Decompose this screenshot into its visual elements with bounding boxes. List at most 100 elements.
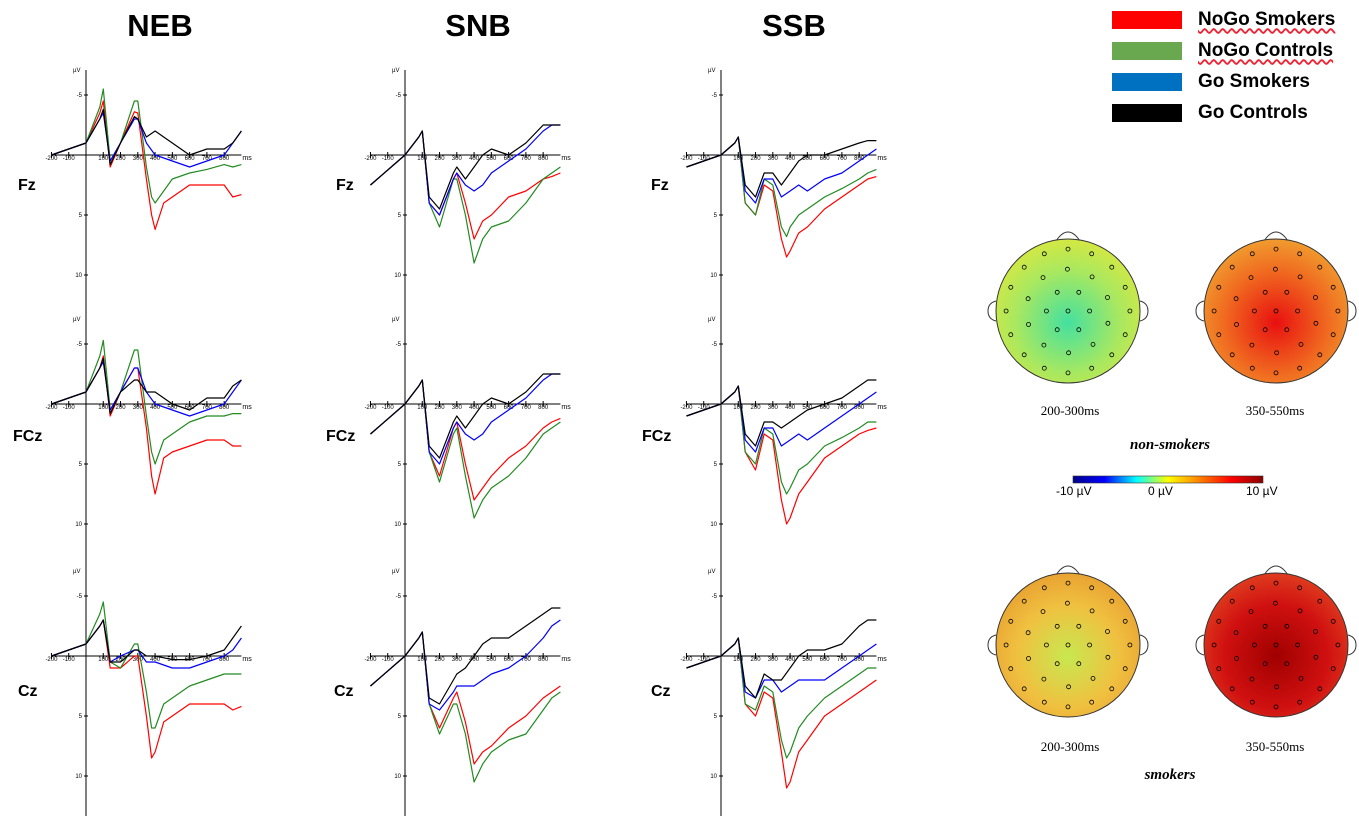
series-line-nogo-controls: [370, 130, 561, 264]
x-tick-label: 300: [133, 156, 144, 162]
x-tick-label: 100: [417, 156, 428, 162]
series-line-go-smokers: [370, 619, 561, 711]
electrode-marker: [1211, 642, 1217, 648]
y-unit-label: µV: [73, 68, 80, 74]
electrode-marker: [1065, 600, 1070, 606]
electrode-marker: [1105, 295, 1110, 300]
electrode-marker: [1298, 341, 1304, 347]
series-line-nogo-controls: [51, 601, 242, 729]
electrode-label-cz-snb: Cz: [334, 683, 354, 700]
x-tick-label: 400: [150, 156, 161, 162]
electrode-marker: [1284, 289, 1290, 295]
electrode-marker: [1025, 630, 1031, 636]
x-tick-label: -200: [680, 405, 693, 411]
x-tick-label: 300: [768, 405, 779, 411]
electrode-marker: [1262, 289, 1268, 295]
electrode-label-cz-ssb: Cz: [651, 683, 671, 700]
series-line-nogo-controls: [51, 339, 242, 465]
electrode-marker: [1044, 642, 1049, 648]
x-tick-label: -200: [364, 405, 377, 411]
x-unit-label: ms: [877, 155, 887, 162]
electrode-marker: [1025, 296, 1031, 302]
electrode-marker: [1090, 341, 1096, 347]
legend-label: Go Smokers: [1198, 70, 1310, 92]
x-tick-label: 100: [417, 657, 428, 663]
x-tick-label: 300: [768, 156, 779, 162]
electrode-marker: [1233, 296, 1239, 302]
electrode-marker: [1262, 661, 1268, 667]
column-title-ssb: SSB: [762, 8, 826, 43]
series-line-go-controls: [686, 379, 877, 447]
y-tick-label: 10: [710, 522, 717, 528]
topomap-smokers-350-550ms: [1195, 565, 1357, 718]
x-tick-label: 100: [733, 405, 744, 411]
head-left-ear: [987, 634, 997, 656]
electrode-marker: [1313, 295, 1318, 300]
electrode-marker: [1105, 654, 1111, 660]
x-unit-label: ms: [242, 155, 252, 162]
x-tick-label: 400: [785, 405, 796, 411]
head-nose: [1055, 565, 1081, 576]
erp-panel-snb-fz: -200 -100 100 200 300 400 500 600 700 800 ms -5 5 10 µ…: [364, 68, 571, 325]
electrode-marker: [1273, 600, 1278, 606]
electrode-marker: [1297, 365, 1303, 371]
electrode-marker: [1076, 289, 1082, 295]
electrode-marker: [1335, 308, 1341, 314]
electrode-marker: [1026, 322, 1031, 327]
electrode-marker: [1262, 327, 1268, 333]
electrode-marker: [1041, 251, 1047, 257]
y-tick-label: 5: [79, 462, 83, 468]
electrode-marker: [1273, 246, 1279, 252]
electrode-marker: [1317, 264, 1323, 270]
x-tick-label: 500: [802, 657, 813, 663]
y-tick-label: -5: [77, 594, 83, 600]
series-line-go-controls: [370, 607, 561, 705]
electrode-marker: [1087, 642, 1092, 648]
electrode-marker: [1003, 308, 1009, 314]
electrode-marker: [1335, 642, 1341, 648]
x-tick-label: 600: [504, 657, 515, 663]
electrode-marker: [1041, 342, 1047, 348]
x-tick-label: 600: [185, 156, 196, 162]
series-line-nogo-controls: [686, 136, 877, 238]
x-tick-label: 200: [116, 156, 127, 162]
y-tick-label: 5: [714, 213, 718, 219]
electrode-marker: [1297, 699, 1303, 705]
topomap-time-label: 200-300ms: [1040, 739, 1100, 754]
electrode-marker: [1248, 609, 1254, 614]
topomap-time-label: 200-300ms: [1040, 403, 1100, 418]
y-unit-label: µV: [708, 317, 715, 323]
x-tick-label: 500: [167, 405, 178, 411]
x-unit-label: ms: [561, 656, 571, 663]
electrode-marker: [1008, 666, 1014, 672]
x-tick-label: 700: [202, 405, 213, 411]
x-tick-label: 700: [837, 657, 848, 663]
y-tick-label: 10: [75, 774, 82, 780]
colorbar-max-label: 10 µV: [1246, 484, 1278, 498]
x-tick-label: -100: [698, 156, 711, 162]
electrode-marker: [1249, 342, 1255, 348]
series-line-nogo-controls: [370, 379, 561, 519]
electrode-marker: [1040, 275, 1046, 281]
legend-item: Go Controls: [1112, 97, 1335, 128]
y-tick-label: -5: [396, 93, 402, 99]
legend-label: Go Controls: [1198, 101, 1308, 123]
electrode-marker: [1216, 666, 1222, 672]
x-tick-label: 800: [219, 405, 230, 411]
head-outline: [1203, 572, 1349, 718]
electrode-marker: [1233, 630, 1239, 636]
electrode-marker: [1065, 308, 1071, 314]
topomap-smokers-200-300ms: [987, 565, 1149, 718]
electrode-marker: [1066, 350, 1071, 356]
y-tick-label: -5: [77, 93, 83, 99]
series-line-go-smokers: [51, 361, 242, 417]
x-tick-label: 300: [452, 657, 463, 663]
x-tick-label: 300: [452, 405, 463, 411]
y-unit-label: µV: [392, 317, 399, 323]
y-tick-label: 10: [75, 522, 82, 528]
electrode-marker: [1109, 352, 1115, 358]
electrode-marker: [1066, 684, 1071, 690]
electrode-marker: [1249, 585, 1255, 591]
topomap-time-label: 350-550ms: [1245, 739, 1305, 754]
y-tick-label: 5: [398, 462, 402, 468]
